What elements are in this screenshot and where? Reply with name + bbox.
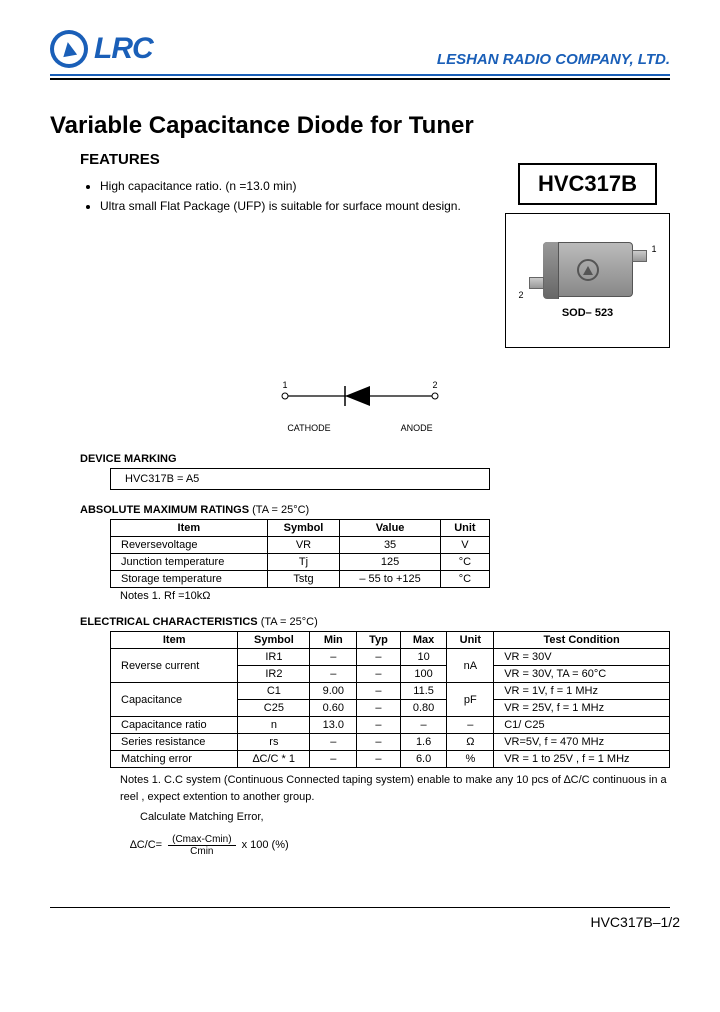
package-figure: 1 2 SOD– 523	[505, 213, 670, 348]
svg-text:2: 2	[432, 380, 437, 390]
features-list: High capacitance ratio. (n =13.0 min) Ul…	[100, 178, 495, 215]
abs-note: Notes 1. Rf =10kΩ	[120, 590, 670, 602]
pkg-pin2-label: 2	[519, 290, 524, 300]
cathode-label: CATHODE	[287, 423, 330, 433]
part-number-box: HVC317B	[518, 163, 657, 205]
pkg-pin1-label: 1	[651, 244, 656, 254]
elec-char-table: ItemSymbolMin TypMaxUnit Test Condition …	[110, 631, 670, 768]
marking-value: HVC317B = A5	[113, 471, 487, 487]
feature-item: Ultra small Flat Package (UFP) is suitab…	[100, 198, 495, 215]
matching-error-formula: ∆C/C= (Cmax-Cmin) Cmin x 100 (%)	[130, 834, 670, 857]
elec-note2: Calculate Matching Error,	[140, 809, 670, 826]
feature-item: High capacitance ratio. (n =13.0 min)	[100, 178, 495, 195]
page-footer: HVC317B–1/2	[50, 914, 680, 930]
schematic-symbol: 1 2 CATHODE ANODE	[50, 378, 670, 433]
marking-heading: DEVICE MARKING	[80, 453, 670, 465]
marking-table: HVC317B = A5	[110, 468, 490, 490]
logo-icon	[50, 30, 88, 68]
header-rule-blue	[50, 74, 670, 76]
elec-heading: ELECTRICAL CHARACTERISTICS (TA = 25°C)	[80, 616, 670, 628]
company-name: LESHAN RADIO COMPANY, LTD.	[437, 51, 670, 68]
header: LRC LESHAN RADIO COMPANY, LTD.	[50, 30, 670, 68]
logo-text: LRC	[94, 32, 153, 66]
page-title: Variable Capacitance Diode for Tuner	[50, 110, 474, 141]
package-name: SOD– 523	[562, 307, 613, 319]
svg-text:1: 1	[282, 380, 287, 390]
footer-rule	[50, 907, 670, 908]
header-rule-black	[50, 78, 670, 80]
features-heading: FEATURES	[80, 151, 495, 168]
abs-max-table: ItemSymbol ValueUnit ReversevoltageVR35V…	[110, 519, 490, 588]
abs-heading: ABSOLUTE MAXIMUM RATINGS (TA = 25°C)	[80, 504, 670, 516]
logo: LRC	[50, 30, 153, 68]
elec-note1: Notes 1. C.C system (Continuous Connecte…	[120, 772, 670, 805]
anode-label: ANODE	[401, 423, 433, 433]
